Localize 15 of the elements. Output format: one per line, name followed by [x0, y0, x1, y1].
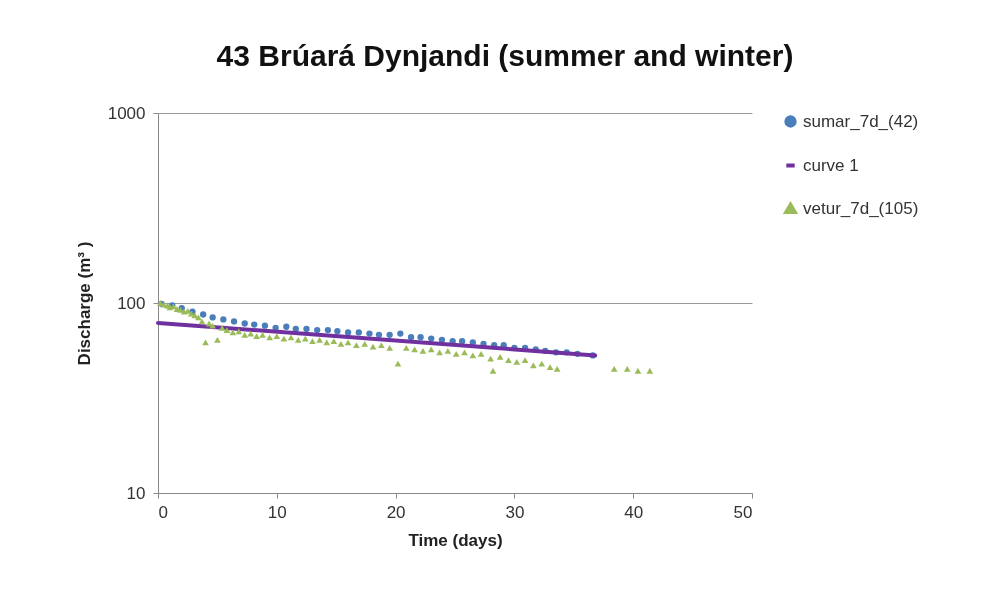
y-tick-label: 100 — [117, 293, 146, 313]
y-tick-label: 10 — [126, 483, 146, 503]
x-tick-label: 10 — [267, 502, 287, 522]
x-tick-label: 50 — [733, 502, 753, 522]
x-tick-label: 40 — [624, 502, 644, 522]
x-axis-title: Time (days) — [408, 530, 503, 550]
legend-label: sumar_7d_(42) — [803, 111, 919, 131]
y-tick-label: 1000 — [107, 103, 146, 123]
x-tick-label: 30 — [505, 502, 525, 522]
legend-label: vetur_7d_(105) — [803, 198, 919, 218]
legend-label: curve 1 — [803, 155, 859, 175]
y-axis-title: Discharge (m³ ) — [74, 241, 94, 366]
x-tick-label: 0 — [158, 502, 168, 522]
x-tick-label: 20 — [386, 502, 406, 522]
chart-title: 43 Brúará Dynjandi (summer and winter) — [216, 39, 794, 72]
